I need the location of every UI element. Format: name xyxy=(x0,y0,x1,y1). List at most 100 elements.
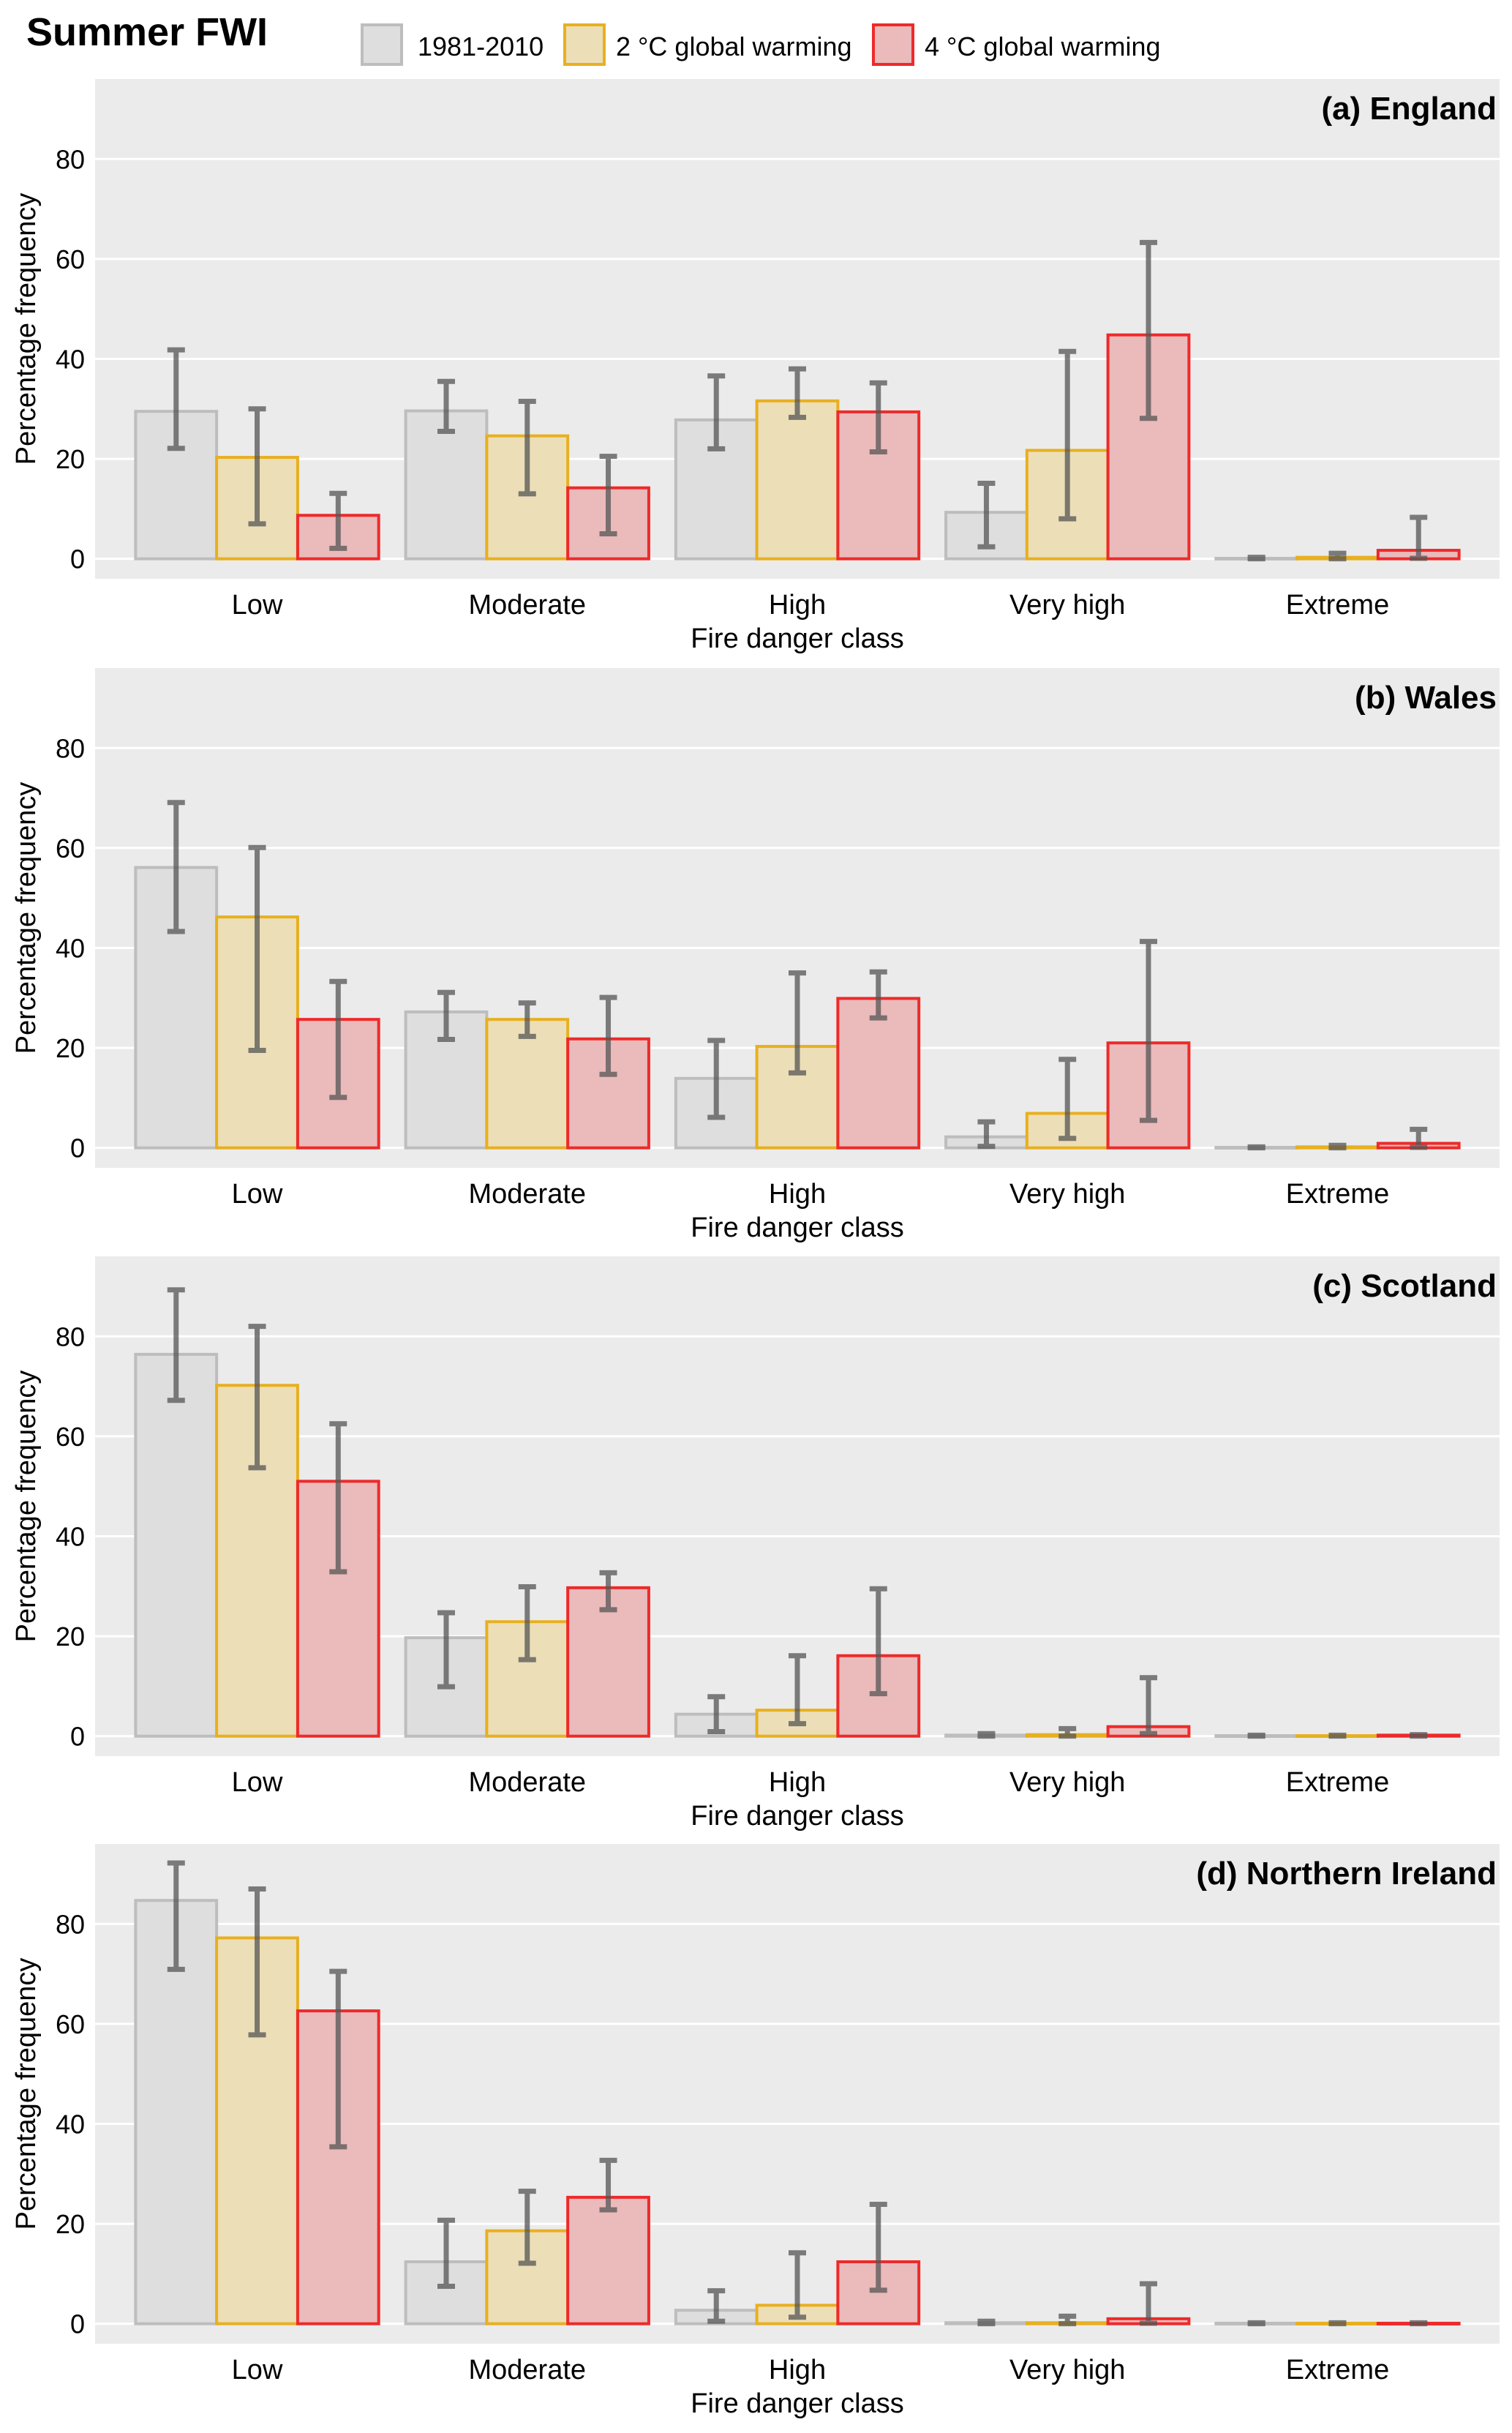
error-bar xyxy=(248,1324,266,1471)
legend: 1981-2010 2 °C global warming 4 °C global … xyxy=(361,23,1161,66)
error-bar xyxy=(707,1038,726,1120)
y-tick-label: 40 xyxy=(56,344,85,374)
error-bar xyxy=(518,399,536,497)
x-tick-label: Low xyxy=(232,590,283,621)
panels: 0 20 40 60 80 Percentage frequency (a) England… xyxy=(11,79,1500,2419)
x-tick-label: Low xyxy=(232,1767,283,1798)
y-tick-label: 0 xyxy=(70,1722,85,1752)
x-axis-title: Fire danger class xyxy=(691,2388,903,2419)
legend-item: 4 °C global warming xyxy=(872,23,1161,66)
error-bar xyxy=(167,1287,185,1403)
x-tick-label: Low xyxy=(232,2355,283,2385)
x-tick-label: Very high xyxy=(1009,1767,1125,1798)
x-tick-label: High xyxy=(769,590,826,621)
x-axis-title: Fire danger class xyxy=(691,1212,903,1243)
y-tick-label: 20 xyxy=(56,1622,85,1652)
y-tick-label: 20 xyxy=(56,1033,85,1063)
error-bar xyxy=(329,490,347,551)
legend-label: 2 °C global warming xyxy=(616,31,852,61)
bar xyxy=(566,2195,650,2325)
bar xyxy=(134,1352,219,1738)
error-bar xyxy=(329,1421,347,1575)
x-tick-label: Extreme xyxy=(1286,1179,1389,1210)
error-bar xyxy=(1058,348,1077,522)
y-tick-label: 0 xyxy=(70,1133,85,1163)
y-tick-label: 80 xyxy=(56,144,85,174)
error-bar xyxy=(869,969,887,1021)
y-tick-label: 80 xyxy=(56,1322,85,1352)
x-tick-label: Low xyxy=(232,1179,283,1210)
error-bar xyxy=(1140,939,1157,1123)
error-bar xyxy=(599,994,617,1077)
x-tick-label: Moderate xyxy=(468,1179,586,1210)
legend-item: 1981-2010 xyxy=(361,23,544,66)
error-bar xyxy=(599,2157,617,2213)
error-bar xyxy=(869,1586,887,1697)
bar xyxy=(296,1480,380,1738)
legend-key xyxy=(563,23,606,66)
panel-b-wales: 0 20 40 60 80 Percentage frequency (b) Wales Lo… xyxy=(11,668,1500,1243)
legend-key xyxy=(361,23,403,66)
y-tick-label: 20 xyxy=(56,2209,85,2239)
panel-a-england: 0 20 40 60 80 Percentage frequency (a) England… xyxy=(11,79,1500,654)
x-tick-label: Very high xyxy=(1009,590,1125,621)
error-bar xyxy=(707,373,726,451)
error-bar xyxy=(789,1653,806,1727)
error-bar xyxy=(1058,1725,1077,1739)
x-tick-label: Extreme xyxy=(1286,590,1389,621)
x-axis-title: Fire danger class xyxy=(691,623,903,654)
y-tick-label: 0 xyxy=(70,544,85,574)
error-bar xyxy=(1058,1057,1077,1141)
panel-label: (c) Scotland xyxy=(1312,1268,1497,1304)
error-bar xyxy=(437,378,455,435)
error-bar xyxy=(329,978,347,1101)
x-tick-label: Very high xyxy=(1009,2355,1125,2385)
error-bar xyxy=(1247,1732,1265,1739)
panel-label: (b) Wales xyxy=(1355,680,1497,716)
y-tick-label: 60 xyxy=(56,833,85,863)
y-tick-label: 40 xyxy=(56,1521,85,1551)
chart-title: Summer FWI xyxy=(26,10,268,54)
bar xyxy=(566,1586,650,1738)
x-tick-label: High xyxy=(769,1179,826,1210)
x-tick-label: Extreme xyxy=(1286,1767,1389,1798)
error-bar xyxy=(1140,1675,1157,1736)
error-bar xyxy=(869,380,887,455)
error-bar xyxy=(248,844,266,1053)
x-tick-label: Extreme xyxy=(1286,2355,1389,2385)
bar xyxy=(485,1018,570,1150)
y-tick-label: 80 xyxy=(56,1909,85,1939)
x-tick-label: Moderate xyxy=(468,2355,586,2385)
error-bar xyxy=(248,406,266,527)
error-bar xyxy=(1328,1142,1347,1151)
x-tick-label: High xyxy=(769,2355,826,2385)
error-bar xyxy=(437,1610,455,1690)
error-bar xyxy=(437,989,455,1042)
y-axis-title: Percentage frequency xyxy=(11,782,42,1054)
error-bar xyxy=(707,1694,726,1735)
error-bar xyxy=(1247,555,1265,562)
error-bar xyxy=(707,2288,726,2324)
error-bar xyxy=(329,1968,347,2150)
error-bar xyxy=(167,347,185,451)
error-bar xyxy=(1328,550,1347,562)
y-tick-label: 40 xyxy=(56,933,85,963)
y-axis-title: Percentage frequency xyxy=(11,1958,42,2230)
error-bar xyxy=(977,2318,996,2327)
panel-c-scotland: 0 20 40 60 80 Percentage frequency (c) Scotlan… xyxy=(11,1256,1500,1832)
bar xyxy=(755,399,840,561)
error-bar xyxy=(437,2217,455,2289)
y-axis-title: Percentage frequency xyxy=(11,193,42,465)
error-bar xyxy=(789,970,806,1076)
error-bar xyxy=(518,2189,536,2266)
error-bar xyxy=(1058,2313,1077,2327)
error-bar xyxy=(1410,1126,1428,1150)
x-tick-label: Very high xyxy=(1009,1179,1125,1210)
error-bar xyxy=(518,1000,536,1039)
y-tick-label: 60 xyxy=(56,244,85,274)
bar xyxy=(404,409,489,561)
error-bar xyxy=(1410,514,1428,561)
panel-label: (a) England xyxy=(1321,91,1497,127)
panel-d-northern-ireland: 0 20 40 60 80 Percentage frequency (d) Norther… xyxy=(11,1844,1500,2419)
